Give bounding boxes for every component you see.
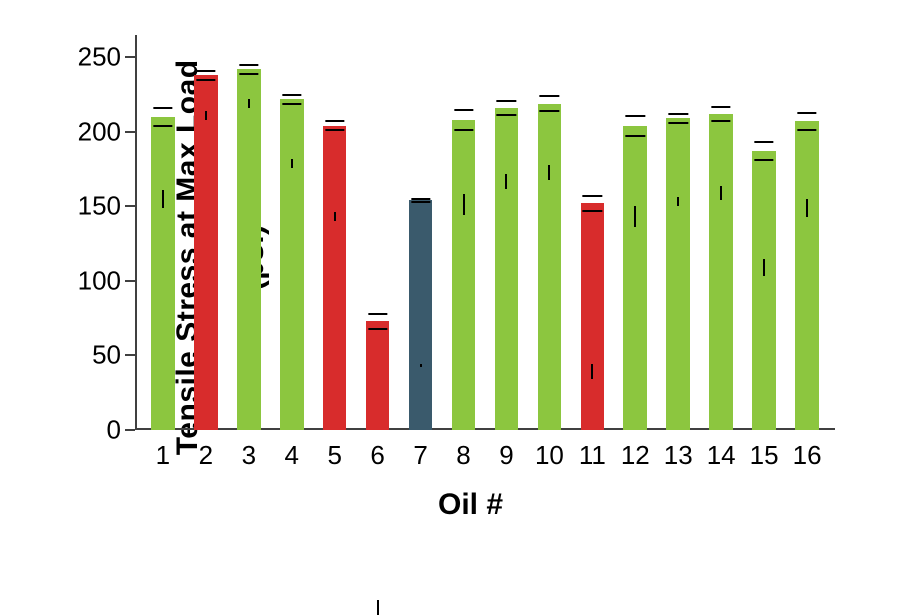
- error-cap-top: [325, 120, 344, 122]
- error-cap-top: [196, 70, 215, 72]
- bar: [581, 203, 605, 430]
- error-bar: [548, 165, 550, 180]
- error-cap-bottom: [540, 110, 559, 112]
- bar: [237, 69, 261, 430]
- bar: [409, 200, 433, 430]
- error-cap-bottom: [712, 120, 731, 122]
- error-cap-bottom: [583, 210, 602, 212]
- x-tick-label: 12: [621, 440, 650, 471]
- bar: [495, 108, 519, 430]
- bar: [623, 126, 647, 430]
- error-cap-bottom: [325, 129, 344, 131]
- y-tick: [125, 205, 135, 207]
- error-bar: [420, 364, 422, 367]
- y-tick: [125, 131, 135, 133]
- bar: [323, 126, 347, 430]
- y-tick: [125, 280, 135, 282]
- x-tick-label: 1: [156, 440, 170, 471]
- bar: [666, 118, 690, 430]
- bar: [538, 104, 562, 430]
- error-cap-top: [540, 95, 559, 97]
- error-cap-top: [368, 313, 387, 315]
- x-tick-label: 13: [664, 440, 693, 471]
- error-bar: [334, 212, 336, 221]
- bar: [194, 75, 218, 430]
- bar: [366, 321, 390, 430]
- error-bar: [505, 174, 507, 189]
- y-tick: [125, 429, 135, 431]
- error-bar: [634, 206, 636, 227]
- y-tick-label: 250: [78, 42, 121, 73]
- error-cap-bottom: [797, 129, 816, 131]
- y-tick-label: 0: [107, 415, 121, 446]
- error-cap-bottom: [411, 201, 430, 203]
- bars-layer: [135, 35, 835, 430]
- x-tick-label: 4: [285, 440, 299, 471]
- error-bar: [205, 111, 207, 120]
- plot-area: 05010015020025012345678910111213141516: [135, 35, 835, 430]
- error-bar: [720, 186, 722, 201]
- error-cap-top: [754, 141, 773, 143]
- error-cap-bottom: [669, 122, 688, 124]
- error-cap-bottom: [282, 103, 301, 105]
- error-bar: [591, 364, 593, 379]
- error-cap-top: [497, 100, 516, 102]
- error-bar: [677, 197, 679, 206]
- error-bar: [291, 159, 293, 168]
- error-cap-top: [712, 106, 731, 108]
- error-cap-top: [153, 107, 172, 109]
- error-cap-bottom: [454, 129, 473, 131]
- x-tick-label: 2: [199, 440, 213, 471]
- error-cap-bottom: [239, 73, 258, 75]
- bar: [709, 114, 733, 430]
- error-bar: [377, 600, 379, 615]
- error-cap-top: [239, 64, 258, 66]
- error-bar: [248, 99, 250, 108]
- y-tick: [125, 354, 135, 356]
- x-tick-label: 14: [707, 440, 736, 471]
- y-tick-label: 150: [78, 191, 121, 222]
- bar: [795, 121, 819, 430]
- error-cap-bottom: [368, 328, 387, 330]
- error-cap-top: [669, 113, 688, 115]
- error-cap-bottom: [153, 125, 172, 127]
- tensile-stress-chart: Tensile Stress at Max Load (psi) 0501001…: [0, 0, 900, 550]
- x-tick-label: 10: [535, 440, 564, 471]
- x-tick-label: 3: [242, 440, 256, 471]
- error-cap-bottom: [196, 79, 215, 81]
- error-bar: [806, 199, 808, 217]
- error-cap-bottom: [626, 135, 645, 137]
- error-cap-top: [454, 109, 473, 111]
- x-tick-label: 8: [456, 440, 470, 471]
- x-tick-label: 9: [499, 440, 513, 471]
- error-bar: [463, 194, 465, 215]
- y-tick-label: 50: [92, 340, 121, 371]
- error-cap-top: [411, 198, 430, 200]
- x-axis-title: Oil #: [438, 488, 503, 522]
- bar: [280, 99, 304, 430]
- y-tick-label: 200: [78, 116, 121, 147]
- x-tick-label: 6: [370, 440, 384, 471]
- y-tick-label: 100: [78, 265, 121, 296]
- error-cap-bottom: [754, 159, 773, 161]
- x-tick-label: 5: [327, 440, 341, 471]
- error-cap-top: [282, 94, 301, 96]
- error-cap-top: [626, 115, 645, 117]
- x-tick-label: 7: [413, 440, 427, 471]
- x-tick-label: 16: [793, 440, 822, 471]
- error-bar: [763, 259, 765, 277]
- error-bar: [162, 190, 164, 208]
- bar: [452, 120, 476, 430]
- x-tick-label: 11: [579, 440, 606, 471]
- y-tick: [125, 56, 135, 58]
- x-tick-label: 15: [750, 440, 779, 471]
- error-cap-bottom: [497, 114, 516, 116]
- error-cap-top: [797, 112, 816, 114]
- bar: [752, 151, 776, 430]
- error-cap-top: [583, 195, 602, 197]
- bar: [151, 117, 175, 430]
